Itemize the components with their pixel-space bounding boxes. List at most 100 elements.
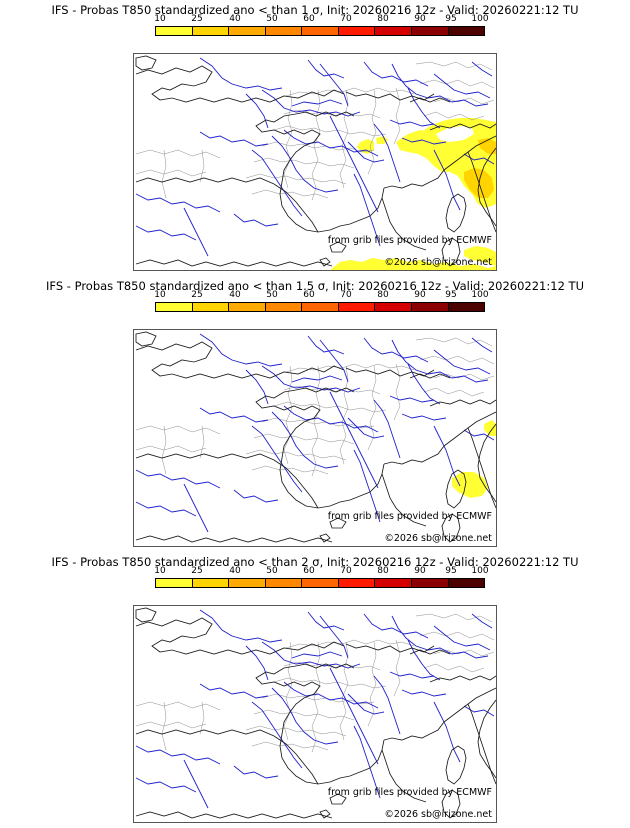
rivers-layer (135, 333, 495, 533)
colorbar-tick: 60 (303, 290, 315, 300)
colorbar-ticks: 10 25 40 50 60 70 80 90 95 100 (154, 14, 489, 26)
shade-10-25 (357, 139, 374, 154)
attribution-source: from grib files provided by ECMWF (327, 787, 492, 798)
colorbar-swatch (265, 27, 303, 35)
coastline-layer (135, 331, 496, 543)
colorbar-tick: 90 (414, 566, 426, 576)
colorbar-tick: 80 (377, 290, 389, 300)
colorbar-tick: 70 (340, 290, 352, 300)
colorbar-swatch (156, 27, 193, 35)
coastline-layer (135, 55, 496, 267)
colorbar-swatch (448, 579, 485, 587)
colorbar-swatch (375, 303, 412, 311)
colorbar-tick: 40 (229, 566, 241, 576)
probability-panel-1: IFS - Probas T850 standardized ano < tha… (0, 0, 630, 276)
colorbar-tick: 100 (471, 290, 489, 300)
map-canvas[interactable]: from grib files provided by ECMWF ©2026 … (133, 605, 497, 823)
colorbar-tick: 100 (471, 14, 489, 24)
probability-shading-layer (330, 118, 496, 270)
colorbar-tick: 100 (471, 566, 489, 576)
colorbar-swatch (338, 303, 376, 311)
colorbar: 10 25 40 50 60 70 80 90 95 100 (154, 566, 489, 590)
shade-10-25 (464, 246, 496, 266)
colorbar-tick: 25 (191, 566, 203, 576)
colorbar-swatch (229, 303, 266, 311)
colorbar-ticks: 10 25 40 50 60 70 80 90 95 100 (154, 290, 489, 302)
colorbar-tick: 60 (303, 14, 315, 24)
colorbar-tick: 90 (414, 14, 426, 24)
map-svg (135, 607, 496, 819)
colorbar-swatch (448, 303, 485, 311)
colorbar-swatch (375, 27, 412, 35)
colorbar-tick: 90 (414, 290, 426, 300)
colorbar-tick: 10 (154, 14, 166, 24)
colorbar-swatch (375, 579, 412, 587)
colorbar-tick: 95 (445, 290, 457, 300)
colorbar-swatch (156, 303, 193, 311)
colorbar-tick: 40 (229, 290, 241, 300)
colorbar-tick: 95 (445, 14, 457, 24)
administrative-borders-layer (135, 613, 495, 753)
colorbar-tick: 95 (445, 566, 457, 576)
coastline-layer (135, 607, 496, 819)
attribution-copyright: ©2026 sb@irizone.net (384, 533, 492, 544)
colorbar-gradient (155, 302, 485, 312)
shade-10-25 (376, 136, 388, 144)
colorbar-tick: 50 (266, 566, 278, 576)
colorbar-swatch (229, 579, 266, 587)
colorbar-swatch (265, 579, 303, 587)
colorbar-tick: 80 (377, 14, 389, 24)
colorbar-swatch (229, 27, 266, 35)
shade-10-25 (330, 258, 496, 270)
map-canvas[interactable]: from grib files provided by ECMWF ©2026 … (133, 329, 497, 547)
attribution-copyright: ©2026 sb@irizone.net (384, 809, 492, 820)
colorbar-swatch (302, 303, 339, 311)
shade-hole (436, 126, 474, 142)
shade-10-25 (484, 420, 496, 436)
colorbar-tick: 25 (191, 290, 203, 300)
map-svg (135, 55, 496, 270)
map-svg (135, 331, 496, 543)
rivers-layer (135, 609, 495, 809)
colorbar-swatch (192, 303, 230, 311)
colorbar-swatch (411, 27, 449, 35)
probability-shading-layer (452, 420, 496, 498)
attribution-source: from grib files provided by ECMWF (327, 511, 492, 522)
colorbar-swatch (338, 27, 376, 35)
colorbar-tick: 70 (340, 14, 352, 24)
probability-panel-2: IFS - Probas T850 standardized ano < tha… (0, 276, 630, 552)
probability-panel-3: IFS - Probas T850 standardized ano < tha… (0, 552, 630, 828)
colorbar-swatch (192, 27, 230, 35)
shade-10-25 (452, 472, 488, 498)
panel-title: IFS - Probas T850 standardized ano < tha… (51, 555, 579, 569)
colorbar-tick: 50 (266, 14, 278, 24)
colorbar-tick: 70 (340, 566, 352, 576)
colorbar-gradient (155, 26, 485, 36)
colorbar-tick: 10 (154, 566, 166, 576)
colorbar-swatch (302, 27, 339, 35)
colorbar-tick: 40 (229, 14, 241, 24)
colorbar-swatch (265, 303, 303, 311)
colorbar: 10 25 40 50 60 70 80 90 95 100 (154, 290, 489, 314)
rivers-layer (135, 57, 495, 257)
colorbar-tick: 80 (377, 566, 389, 576)
panel-title: IFS - Probas T850 standardized ano < tha… (51, 3, 579, 17)
colorbar-gradient (155, 578, 485, 588)
colorbar-swatch (302, 579, 339, 587)
colorbar-swatch (411, 579, 449, 587)
map-canvas[interactable]: from grib files provided by ECMWF ©2026 … (133, 53, 497, 271)
attribution-source: from grib files provided by ECMWF (327, 235, 492, 246)
colorbar-tick: 25 (191, 14, 203, 24)
colorbar-tick: 10 (154, 290, 166, 300)
colorbar-tick: 60 (303, 566, 315, 576)
colorbar-ticks: 10 25 40 50 60 70 80 90 95 100 (154, 566, 489, 578)
attribution-copyright: ©2026 sb@irizone.net (384, 257, 492, 268)
panel-title: IFS - Probas T850 standardized ano < tha… (46, 279, 584, 293)
colorbar-swatch (192, 579, 230, 587)
colorbar-swatch (338, 579, 376, 587)
administrative-borders-layer (135, 61, 495, 201)
shade-25-40 (478, 138, 496, 154)
administrative-borders-layer (135, 337, 495, 477)
colorbar-tick: 50 (266, 290, 278, 300)
colorbar-swatch (156, 579, 193, 587)
